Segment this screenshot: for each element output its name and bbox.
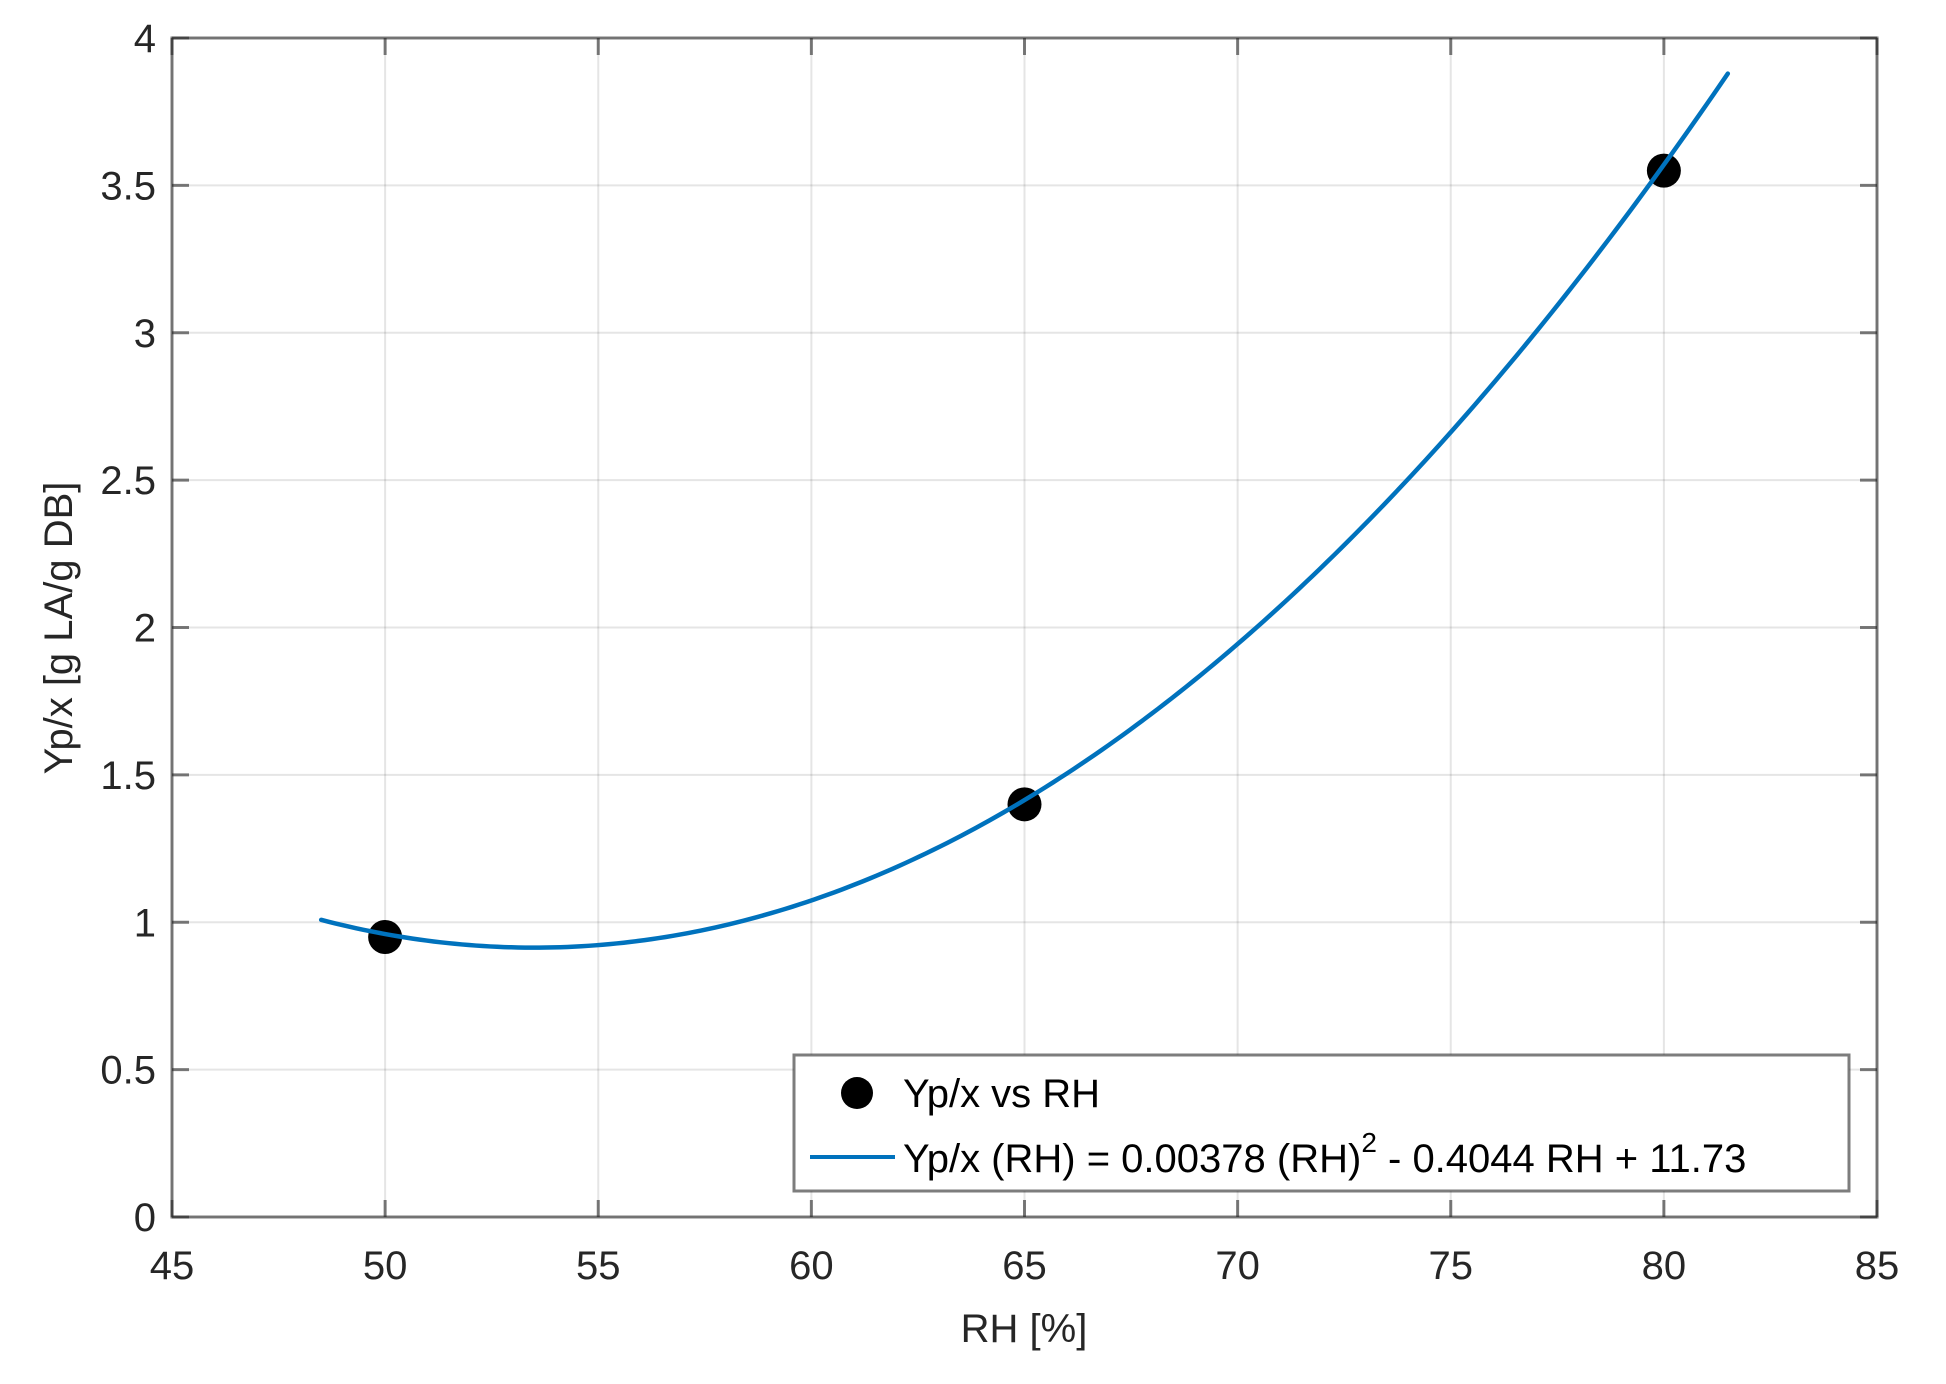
x-tick-label: 55 <box>576 1244 621 1288</box>
x-tick-label: 80 <box>1642 1244 1687 1288</box>
x-tick-label: 65 <box>1002 1244 1047 1288</box>
legend-box <box>792 1053 1851 1193</box>
grid-lines <box>171 37 1878 1218</box>
axis-ticks <box>170 36 1879 1219</box>
legend-marker-icon <box>841 1077 873 1109</box>
fit-curve <box>318 71 1731 950</box>
x-tick-label: 70 <box>1215 1244 1260 1288</box>
x-tick-labels: 45 50 55 60 65 70 75 80 85 <box>150 1244 1900 1288</box>
y-tick-labels: 0 0.5 1 1.5 2 2.5 3 3.5 4 <box>100 17 156 1240</box>
legend-label-scatter: Yp/x vs RH <box>903 1072 1100 1116</box>
y-tick-label: 3.5 <box>100 164 156 208</box>
y-tick-label: 3 <box>134 312 156 356</box>
y-tick-label: 0 <box>134 1196 156 1240</box>
y-tick-label: 1 <box>134 901 156 945</box>
y-tick-label: 0.5 <box>100 1049 156 1093</box>
x-tick-label: 85 <box>1855 1244 1900 1288</box>
fit-line <box>318 71 1731 950</box>
x-tick-label: 60 <box>789 1244 834 1288</box>
x-axis-label: RH [%] <box>961 1307 1088 1351</box>
data-point <box>368 919 403 954</box>
x-tick-label: 50 <box>363 1244 408 1288</box>
y-tick-label: 2 <box>134 607 156 651</box>
y-axis-label: Yp/x [g LA/g DB] <box>37 482 81 775</box>
y-tick-label: 2.5 <box>100 459 156 503</box>
y-tick-label: 1.5 <box>100 754 156 798</box>
x-tick-label: 75 <box>1429 1244 1474 1288</box>
y-tick-label: 4 <box>134 17 156 61</box>
legend: Yp/x vs RH Yp/x (RH) = 0.00378 (RH)2 - 0… <box>792 1053 1851 1193</box>
legend-label-fit: Yp/x (RH) = 0.00378 (RH)2 - 0.4044 RH + … <box>903 1127 1746 1181</box>
x-tick-label: 45 <box>150 1244 195 1288</box>
